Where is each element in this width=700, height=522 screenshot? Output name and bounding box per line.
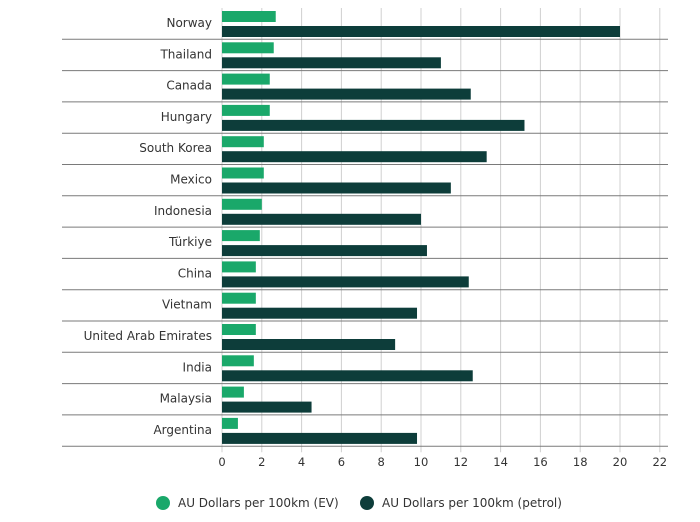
category-label: Norway — [166, 16, 212, 30]
bar-petrol — [222, 401, 312, 413]
category-label: South Korea — [139, 141, 212, 155]
bar-petrol — [222, 88, 471, 100]
bar-petrol — [222, 151, 487, 163]
bar-petrol — [222, 432, 418, 444]
bar-ev — [222, 355, 254, 367]
category-label: Indonesia — [154, 204, 212, 218]
x-tick-label: 20 — [613, 455, 628, 469]
bars — [222, 11, 620, 444]
x-tick-label: 12 — [453, 455, 468, 469]
grid-lines — [221, 8, 661, 453]
category-label: Thailand — [159, 47, 212, 61]
legend-swatch-petrol — [360, 496, 374, 510]
bar-ev — [222, 11, 276, 22]
bar-petrol — [222, 213, 421, 225]
category-label: United Arab Emirates — [84, 329, 212, 343]
bar-ev — [222, 261, 256, 273]
bar-petrol — [222, 245, 427, 257]
category-label: Malaysia — [160, 392, 212, 406]
category-separators — [62, 38, 668, 447]
legend: AU Dollars per 100km (EV) AU Dollars per … — [156, 496, 562, 510]
bar-ev — [222, 324, 256, 335]
category-label: Canada — [166, 79, 212, 93]
bar-ev — [222, 198, 262, 210]
bar-petrol — [222, 57, 441, 69]
bar-petrol — [222, 276, 469, 288]
bar-ev — [222, 42, 274, 54]
category-label: India — [183, 360, 212, 374]
category-label: Argentina — [153, 423, 212, 437]
bar-ev — [222, 230, 260, 242]
category-label: China — [178, 266, 212, 280]
category-label: Hungary — [161, 110, 212, 124]
bar-petrol — [222, 339, 396, 350]
bar-ev — [222, 73, 270, 85]
bar-ev — [222, 417, 238, 429]
category-label: Mexico — [170, 173, 212, 187]
x-tick-label: 2 — [258, 455, 265, 469]
category-label: Türkiye — [168, 235, 212, 249]
bar-petrol — [222, 182, 451, 194]
bar-petrol — [222, 307, 418, 319]
legend-swatch-ev — [156, 496, 170, 510]
bar-petrol — [222, 370, 473, 382]
category-labels: Norway Thailand Canada Hungary South Korea Me… — [84, 16, 212, 437]
x-tick-label: 16 — [533, 455, 548, 469]
x-tick-label: 6 — [338, 455, 345, 469]
x-tick-label: 22 — [652, 455, 667, 469]
legend-label-petrol: AU Dollars per 100km (petrol) — [382, 496, 562, 510]
bar-ev — [222, 104, 270, 116]
bar-petrol — [222, 119, 525, 131]
category-label: Vietnam — [162, 298, 212, 312]
x-axis-ticks: 0 2 4 6 8 10 12 14 16 18 20 22 — [218, 455, 667, 469]
bar-petrol — [222, 26, 620, 37]
bar-ev — [222, 292, 256, 304]
legend-label-ev: AU Dollars per 100km (EV) — [178, 496, 339, 510]
bar-ev — [222, 386, 244, 398]
bar-ev — [222, 136, 264, 148]
x-tick-label: 0 — [218, 455, 225, 469]
x-tick-label: 18 — [573, 455, 588, 469]
x-tick-label: 14 — [493, 455, 508, 469]
x-tick-label: 8 — [378, 455, 385, 469]
x-tick-label: 10 — [414, 455, 429, 469]
bar-ev — [222, 167, 264, 179]
x-tick-label: 4 — [298, 455, 305, 469]
